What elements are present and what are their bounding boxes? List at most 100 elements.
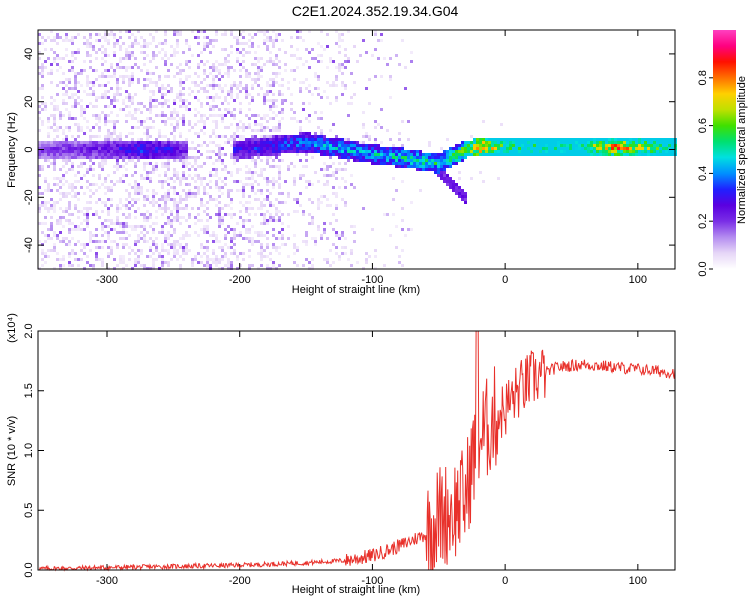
heatmap-cell (125, 168, 128, 171)
heatmap-cell (281, 99, 284, 102)
heatmap-cell (77, 141, 80, 144)
heatmap-cell (374, 48, 377, 51)
heatmap-cell (503, 153, 506, 156)
heatmap-cell (125, 135, 128, 138)
heatmap-cell (104, 36, 107, 39)
heatmap-cell (38, 150, 41, 153)
heatmap-cell (239, 147, 242, 150)
heatmap-cell (338, 255, 341, 258)
heatmap-cell (437, 165, 440, 168)
heatmap-cell (56, 108, 59, 111)
heatmap-cell (422, 156, 425, 159)
heatmap-cell (365, 153, 368, 156)
heatmap-cell (203, 48, 206, 51)
heatmap-cell (173, 30, 176, 33)
heatmap-cell (113, 147, 116, 150)
heatmap-cell (128, 30, 131, 33)
heatmap-cell (221, 48, 224, 51)
heatmap-cell (209, 195, 212, 198)
heatmap-cell (170, 117, 173, 120)
heatmap-cell (335, 150, 338, 153)
heatmap-cell (113, 138, 116, 141)
heatmap-cell (107, 135, 110, 138)
heatmap-cell (515, 150, 518, 153)
heatmap-cell (107, 231, 110, 234)
heatmap-cell (248, 108, 251, 111)
heatmap-cell (101, 264, 104, 267)
heatmap-cell (530, 153, 533, 156)
heatmap-cell (227, 72, 230, 75)
heatmap-cell (299, 147, 302, 150)
heatmap-cell (254, 171, 257, 174)
heatmap-cell (398, 147, 401, 150)
heatmap-cell (272, 219, 275, 222)
heatmap-cell (272, 39, 275, 42)
heatmap-cell (167, 207, 170, 210)
heatmap-cell (233, 237, 236, 240)
heatmap-cell (326, 81, 329, 84)
heatmap-cell (152, 126, 155, 129)
heatmap-cell (272, 84, 275, 87)
heatmap-cell (353, 147, 356, 150)
heatmap-cell (185, 192, 188, 195)
heatmap-cell (182, 249, 185, 252)
heatmap-cell (92, 183, 95, 186)
heatmap-cell (164, 201, 167, 204)
heatmap-cell (95, 255, 98, 258)
heatmap-cell (119, 75, 122, 78)
heatmap-cell (68, 183, 71, 186)
heatmap-cell (167, 216, 170, 219)
heatmap-cell (551, 138, 554, 141)
heatmap-cell (311, 144, 314, 147)
heatmap-cell (131, 150, 134, 153)
heatmap-cell (272, 183, 275, 186)
heatmap-cell (71, 195, 74, 198)
heatmap-cell (137, 102, 140, 105)
heatmap-cell (329, 147, 332, 150)
heatmap-cell (524, 138, 527, 141)
heatmap-cell (365, 147, 368, 150)
heatmap-cell (179, 159, 182, 162)
heatmap-cell (251, 153, 254, 156)
heatmap-cell (95, 150, 98, 153)
heatmap-cell (254, 159, 257, 162)
heatmap-cell (179, 153, 182, 156)
heatmap-cell (44, 240, 47, 243)
heatmap-cell (338, 63, 341, 66)
heatmap-cell (587, 153, 590, 156)
heatmap-cell (179, 30, 182, 33)
heatmap-cell (101, 168, 104, 171)
heatmap-cell (623, 147, 626, 150)
heatmap-cell (131, 228, 134, 231)
heatmap-cell (278, 201, 281, 204)
heatmap-cell (455, 153, 458, 156)
heatmap-cell (128, 147, 131, 150)
heatmap-cell (125, 153, 128, 156)
heatmap-cell (116, 120, 119, 123)
heatmap-cell (176, 33, 179, 36)
heatmap-cell (113, 222, 116, 225)
heatmap-cell (200, 180, 203, 183)
heatmap-cell (479, 150, 482, 153)
heatmap-cell (170, 243, 173, 246)
heatmap-cell (89, 237, 92, 240)
heatmap-cell (659, 144, 662, 147)
heatmap-cell (368, 144, 371, 147)
heatmap-cell (113, 171, 116, 174)
heatmap-cell (59, 153, 62, 156)
heatmap-cell (251, 150, 254, 153)
heatmap-cell (257, 150, 260, 153)
heatmap-cell (83, 207, 86, 210)
heatmap-cell (179, 99, 182, 102)
heatmap-cell (656, 147, 659, 150)
heatmap-cell (158, 174, 161, 177)
heatmap-cell (275, 39, 278, 42)
heatmap-cell (275, 138, 278, 141)
heatmap-cell (656, 138, 659, 141)
heatmap-cell (335, 96, 338, 99)
heatmap-cell (278, 177, 281, 180)
heatmap-cell (152, 156, 155, 159)
heatmap-cell (602, 141, 605, 144)
heatmap-cell (587, 141, 590, 144)
heatmap-cell (269, 153, 272, 156)
